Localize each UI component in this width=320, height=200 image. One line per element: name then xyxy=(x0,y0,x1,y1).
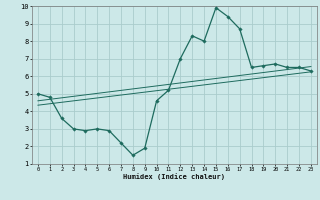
X-axis label: Humidex (Indice chaleur): Humidex (Indice chaleur) xyxy=(124,174,225,180)
